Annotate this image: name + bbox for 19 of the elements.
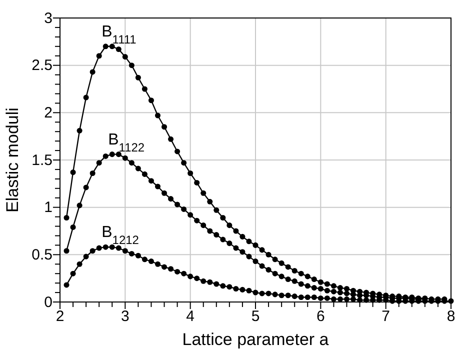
y-tick-label: 0.5 bbox=[32, 246, 52, 264]
y-tick-label: 1.5 bbox=[32, 152, 52, 169]
y-tick-label: 0 bbox=[44, 294, 52, 311]
series-label: B$_{1111}$ bbox=[102, 23, 137, 46]
x-tick-label: 3 bbox=[120, 308, 130, 325]
y-tick-label: 1 bbox=[44, 199, 52, 216]
series-label: B$_{1212}$ bbox=[102, 224, 140, 248]
x-axis-title: Lattice parameter a bbox=[182, 330, 330, 349]
y-tick-label: 3 bbox=[44, 10, 52, 27]
y-tick-label: 2 bbox=[44, 104, 52, 122]
x-tick-label: 4 bbox=[186, 308, 195, 325]
y-tick-label: 2.5 bbox=[32, 57, 52, 74]
x-tick-label: 7 bbox=[382, 308, 390, 325]
series-label: B$_{1122}$ bbox=[108, 131, 145, 154]
x-tick-label: 2 bbox=[56, 308, 64, 325]
y-axis-title: Elastic moduli bbox=[3, 108, 22, 212]
x-tick-label: 5 bbox=[251, 308, 260, 325]
x-tick-label: 6 bbox=[316, 308, 325, 325]
x-tick-label: 8 bbox=[446, 308, 456, 325]
